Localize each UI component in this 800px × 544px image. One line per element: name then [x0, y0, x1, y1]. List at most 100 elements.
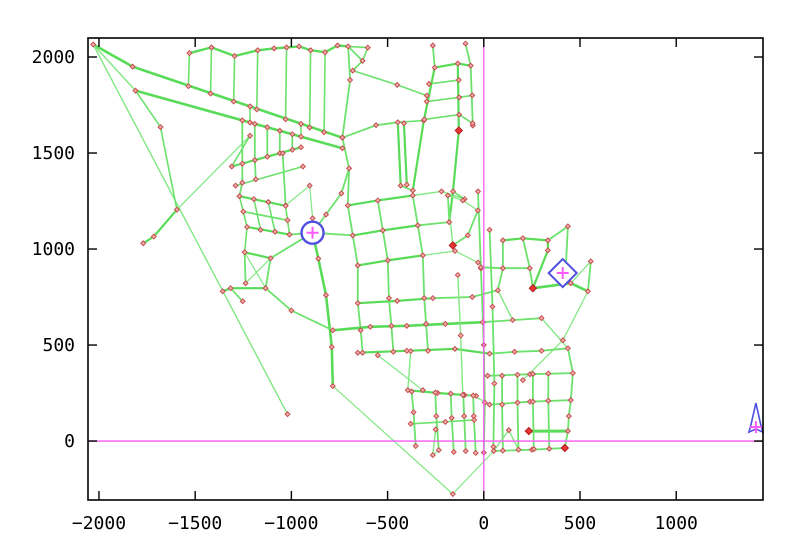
node-marker — [409, 187, 416, 194]
road-edge — [423, 113, 461, 121]
node-marker — [262, 285, 269, 292]
node-marker — [567, 397, 574, 404]
node-marker — [499, 447, 506, 454]
node-marker — [264, 153, 271, 160]
road-edge — [425, 94, 474, 103]
node-marker — [228, 163, 235, 170]
node-marker — [390, 348, 397, 355]
road-edge — [134, 89, 344, 150]
node-marker — [282, 116, 289, 123]
node-marker — [587, 258, 594, 265]
node-marker — [140, 240, 147, 247]
node-marker — [448, 414, 455, 422]
road-edge — [264, 257, 272, 290]
node-marker — [410, 409, 417, 416]
road-edge — [570, 260, 592, 284]
node-marker — [328, 343, 335, 351]
node-marker — [565, 412, 572, 420]
node-marker — [239, 298, 246, 305]
road-edge — [488, 347, 569, 355]
node-marker — [289, 131, 296, 138]
road-edge — [267, 201, 276, 233]
road-edge — [187, 52, 191, 87]
node-marker — [320, 129, 328, 136]
road-edge — [531, 239, 550, 290]
road-edge — [332, 385, 454, 495]
node-marker — [515, 446, 522, 453]
node-marker — [322, 292, 330, 299]
node-marker — [379, 227, 386, 234]
node-marker — [246, 119, 254, 126]
node-marker — [231, 52, 238, 60]
node-marker — [457, 332, 464, 339]
road-edge — [522, 290, 589, 381]
road-edge — [351, 69, 428, 97]
node-marker — [286, 231, 293, 238]
node-marker — [459, 197, 466, 204]
node-marker — [334, 42, 341, 49]
node-marker — [349, 67, 356, 74]
x-tick-label: 1000 — [655, 513, 698, 534]
node-marker — [253, 106, 260, 113]
x-tick-label: 500 — [564, 513, 597, 534]
node-marker — [412, 442, 419, 450]
node-marker — [279, 150, 286, 157]
node-marker — [186, 50, 193, 57]
node-marker — [479, 319, 486, 326]
x-tick-label: −500 — [366, 513, 409, 534]
node-marker — [529, 370, 536, 377]
node-marker — [239, 179, 246, 186]
node-marker — [511, 348, 518, 355]
node-marker — [449, 490, 456, 498]
road-edge — [451, 209, 479, 247]
road-edge — [449, 392, 455, 453]
node-marker — [367, 323, 374, 330]
road-edge — [407, 350, 412, 391]
node-marker — [469, 120, 476, 127]
node-marker — [270, 45, 278, 52]
node-marker — [185, 83, 192, 90]
road-edge — [428, 79, 460, 85]
node-marker — [564, 427, 571, 435]
node-marker — [486, 401, 493, 408]
node-marker — [394, 81, 401, 88]
node-marker — [404, 387, 411, 394]
node-marker — [442, 418, 449, 425]
node-marker — [423, 98, 430, 105]
node-marker — [467, 62, 474, 69]
node-marker — [519, 377, 526, 384]
node-marker — [433, 412, 440, 420]
node-marker — [459, 391, 466, 399]
node-marker — [403, 322, 410, 329]
node-marker — [429, 295, 436, 302]
node-marker — [344, 202, 351, 209]
road-edge — [422, 250, 479, 264]
road-edge — [92, 43, 289, 415]
node-marker — [236, 193, 243, 200]
x-tick-label: −1000 — [264, 513, 318, 534]
road-edge — [253, 198, 262, 231]
node-marker — [264, 124, 271, 131]
cross-icon — [749, 421, 762, 434]
node-marker — [297, 120, 305, 127]
cross-icon — [556, 267, 569, 280]
road-edge — [472, 394, 477, 454]
big-node-marker — [524, 426, 534, 436]
node-marker — [246, 132, 254, 139]
node-marker — [374, 352, 381, 359]
node-marker — [284, 217, 291, 224]
node-marker — [429, 42, 436, 49]
node-marker — [400, 120, 408, 127]
node-marker — [346, 165, 353, 172]
road-edge — [255, 49, 259, 111]
big-node-marker — [528, 283, 538, 293]
node-marker — [315, 255, 322, 262]
road-edge — [563, 347, 574, 449]
node-marker — [498, 401, 506, 408]
road-edge — [230, 134, 251, 168]
road-edge — [323, 51, 326, 134]
node-marker — [559, 337, 566, 344]
road-edge — [410, 390, 417, 447]
node-marker — [397, 182, 404, 189]
